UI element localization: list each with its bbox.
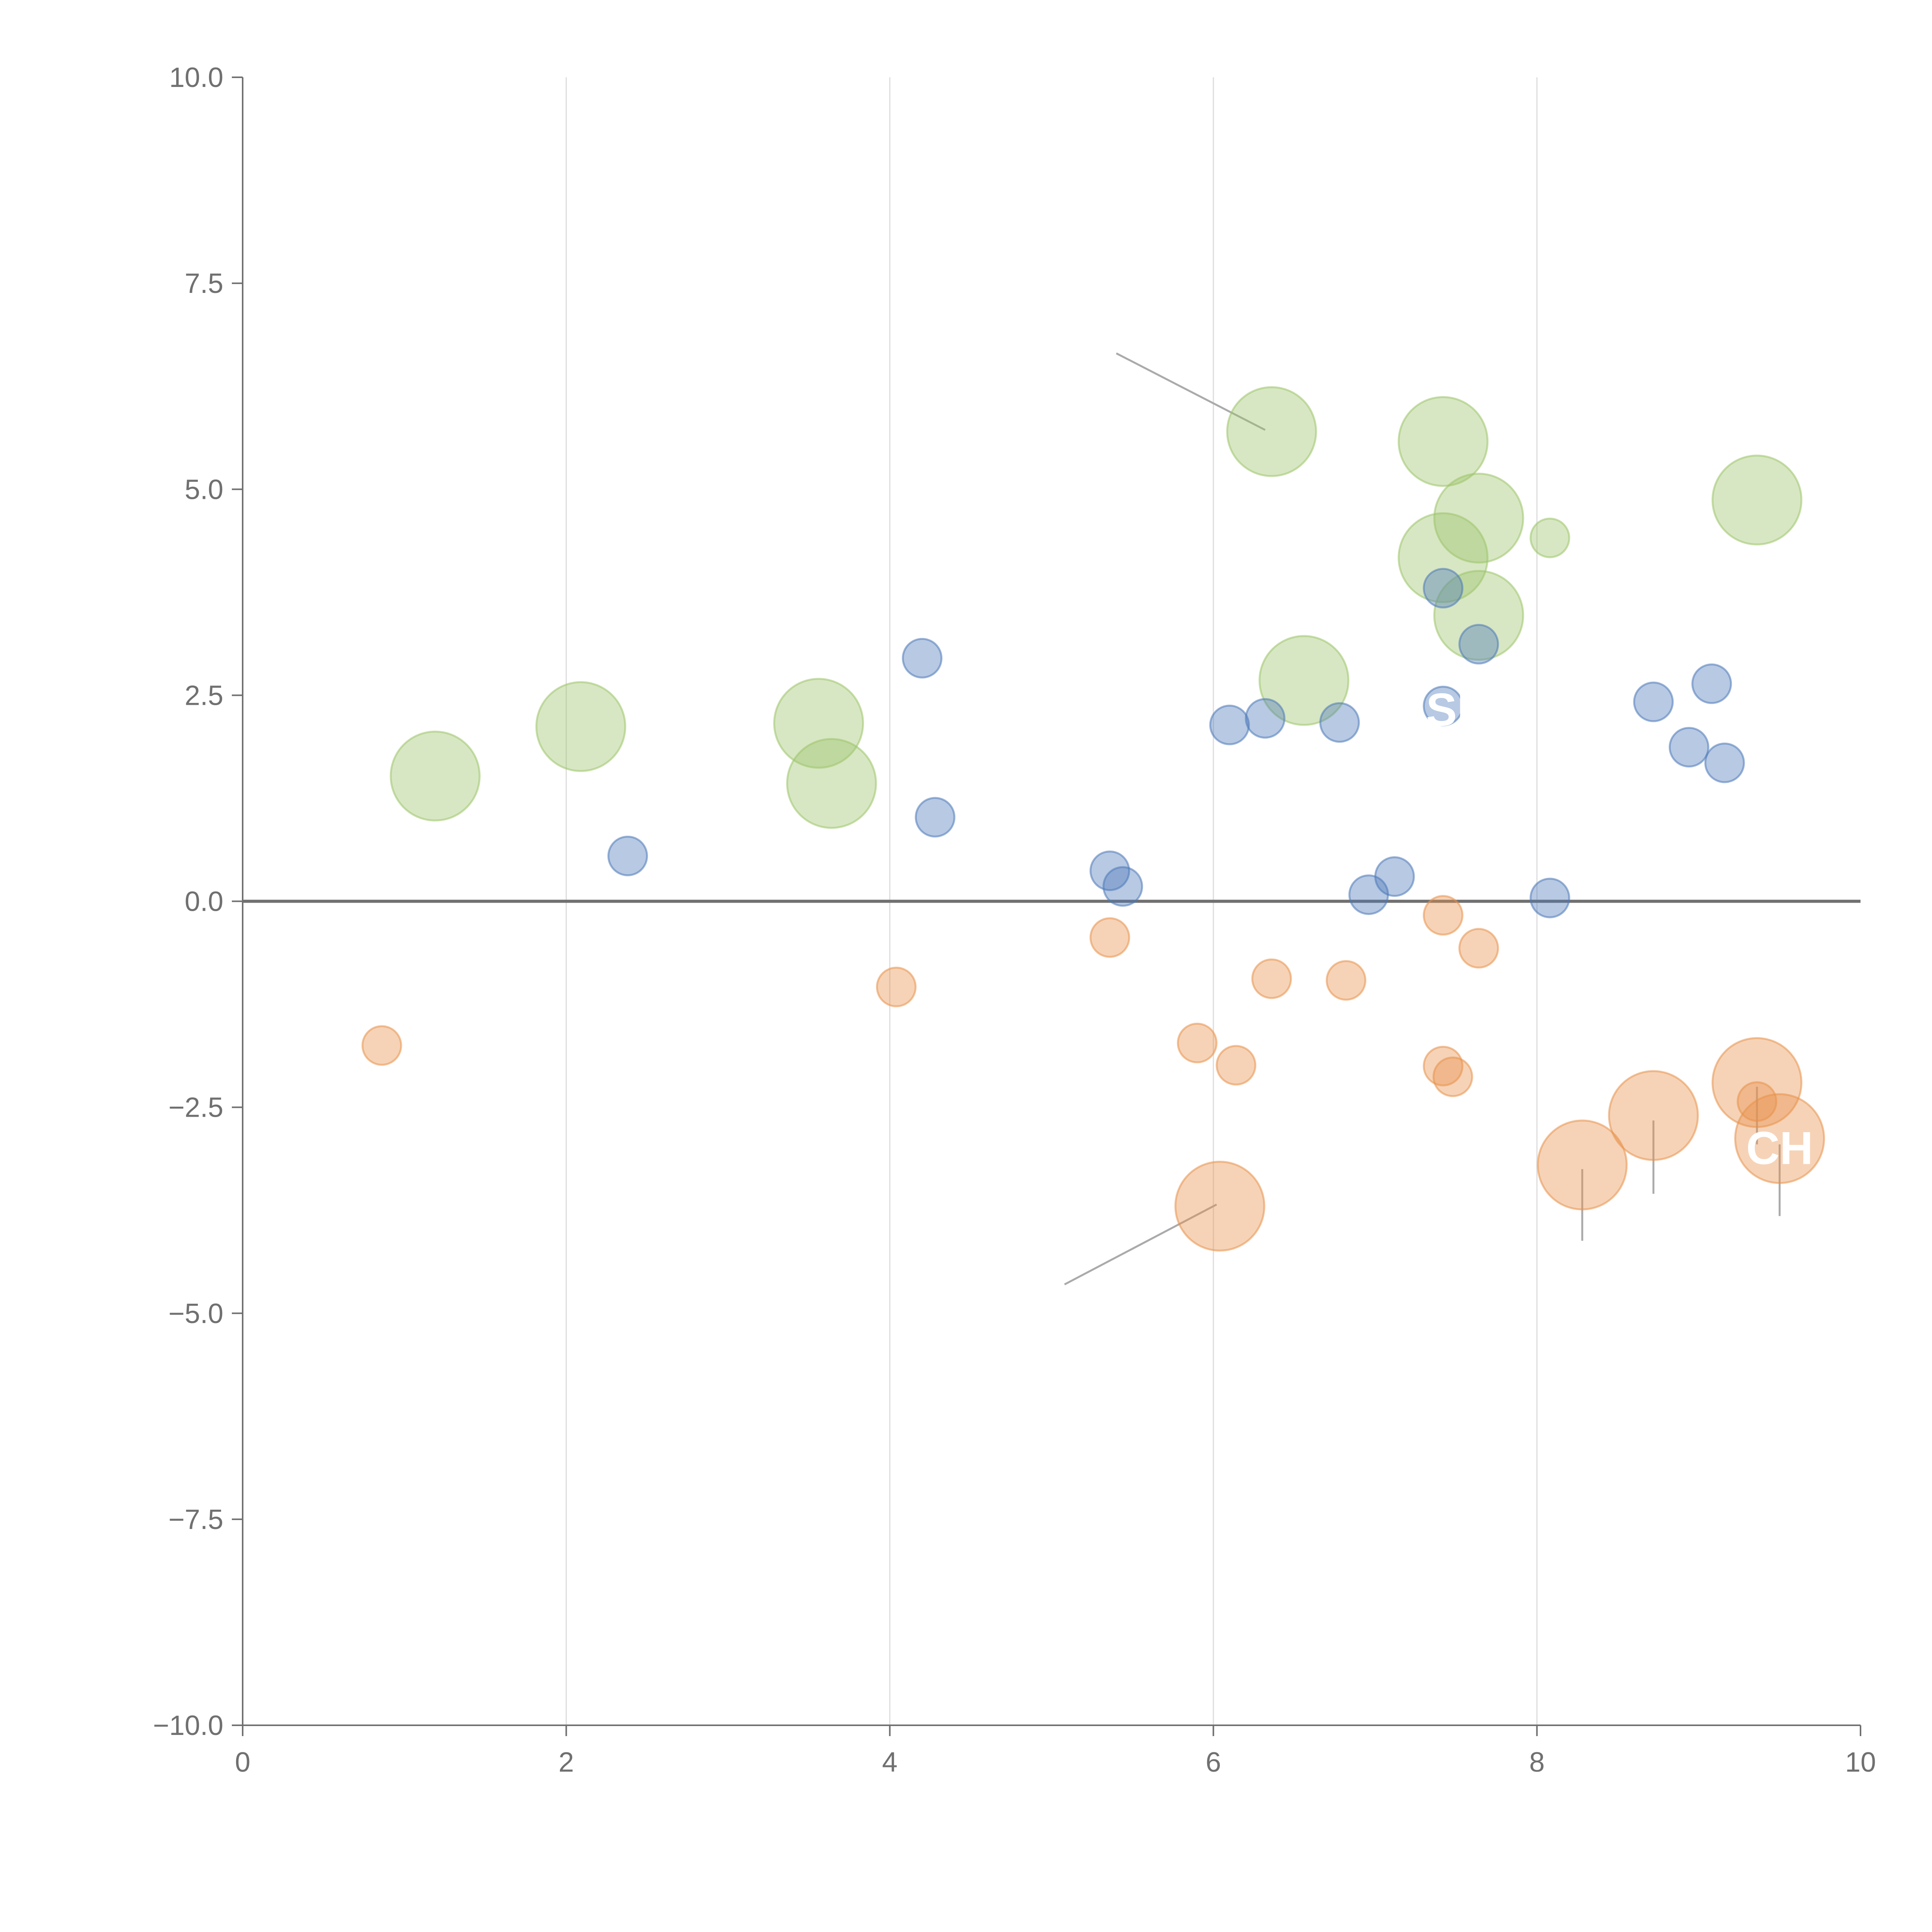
orange-point	[361, 1025, 402, 1066]
orange-point	[1537, 1119, 1628, 1211]
blue-point	[1691, 663, 1732, 704]
y-tick-label: 5.0	[185, 474, 223, 505]
y-tick-label: 7.5	[185, 268, 223, 299]
y-tick-label: 0.0	[185, 886, 223, 917]
point-label: CH	[1746, 1122, 1813, 1174]
orange-point	[1736, 1081, 1777, 1122]
y-tick-label: −2.5	[168, 1092, 223, 1123]
blue-point	[1319, 702, 1360, 743]
orange-point	[1177, 1022, 1218, 1063]
orange-point	[1326, 960, 1367, 1001]
green-point	[1529, 517, 1570, 558]
green-point	[773, 678, 864, 769]
point-labels: CH SI	[1426, 684, 1813, 1174]
green-point	[1433, 570, 1524, 661]
y-tick-label: 10.0	[169, 62, 223, 93]
blue-point	[1374, 856, 1415, 897]
x-tick-label: 10	[1845, 1747, 1876, 1778]
leader-lines	[1064, 352, 1781, 1286]
green-point	[535, 681, 626, 772]
blue-point	[1704, 742, 1745, 783]
orange-point	[1734, 1093, 1825, 1184]
x-tick-label: 6	[1206, 1747, 1221, 1778]
data-points	[361, 386, 1825, 1252]
blue-point	[902, 638, 943, 679]
x-tick-label: 4	[882, 1747, 898, 1778]
blue-point	[1089, 850, 1130, 891]
orange-point	[876, 966, 917, 1007]
orange-point	[1174, 1161, 1265, 1252]
leader-line	[1064, 1204, 1217, 1286]
blue-point	[1423, 568, 1464, 609]
blue-point	[915, 797, 956, 838]
orange-point	[1089, 917, 1130, 958]
orange-point	[1432, 1056, 1473, 1097]
orange-point	[1423, 895, 1464, 936]
green-point	[1398, 512, 1489, 603]
blue-point	[1668, 727, 1709, 768]
green-point	[786, 738, 877, 829]
orange-point	[1608, 1070, 1699, 1161]
orange-point	[1251, 958, 1292, 999]
green-point	[389, 730, 481, 821]
orange-point	[1216, 1045, 1257, 1086]
point-label: SI	[1426, 684, 1470, 736]
green-point	[1226, 386, 1317, 477]
blue-point	[1529, 878, 1570, 918]
y-tick-label: −5.0	[168, 1298, 223, 1329]
green-point	[1711, 454, 1803, 546]
axes: 10.0 7.5 5.0 2.5 0.0 −2.5 −5.0 −7.5 −10.0 0 2 4 6 8 10	[153, 62, 1876, 1778]
orange-point	[1458, 928, 1499, 969]
green-point	[1433, 473, 1524, 564]
blue-point	[1209, 704, 1250, 745]
x-tick-label: 8	[1529, 1747, 1545, 1778]
leader-line	[1116, 352, 1266, 431]
blue-point	[1423, 685, 1464, 726]
blue-point	[1245, 698, 1286, 739]
blue-point	[1458, 624, 1499, 665]
x-tick-label: 2	[558, 1747, 574, 1778]
green-point	[1398, 396, 1489, 487]
y-tick-label: 2.5	[185, 680, 223, 711]
blue-point	[607, 835, 648, 876]
green-point	[1259, 635, 1350, 726]
blue-point	[1633, 681, 1674, 722]
x-tick-label: 0	[235, 1747, 250, 1778]
y-tick-label: −10.0	[153, 1710, 223, 1741]
y-tick-label: −7.5	[168, 1504, 223, 1535]
blue-point	[1102, 866, 1143, 907]
